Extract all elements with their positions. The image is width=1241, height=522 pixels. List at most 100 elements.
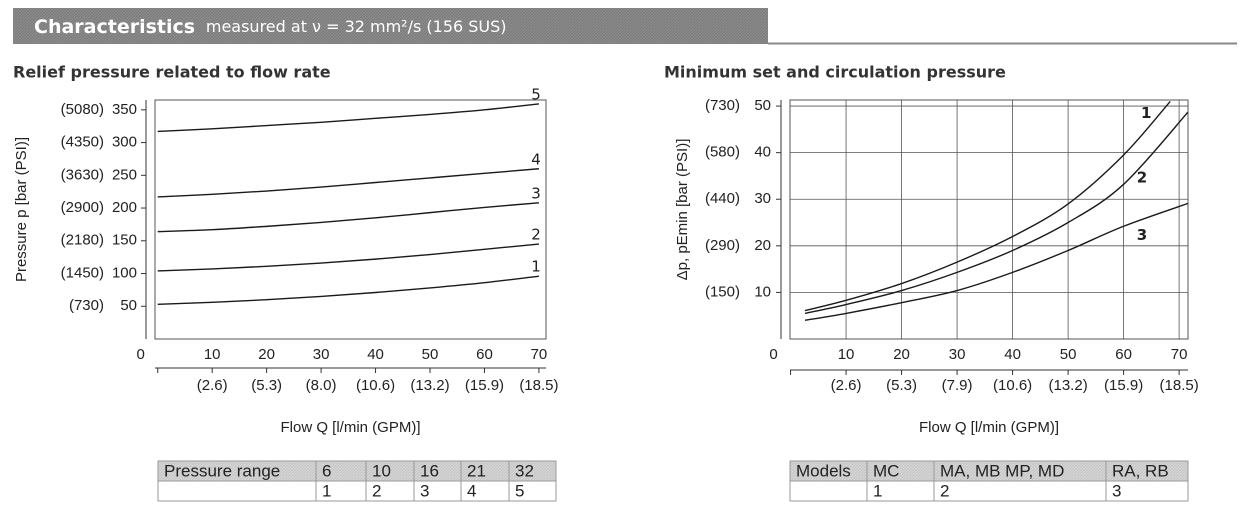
table-header-cell: Pressure range [164,461,280,480]
series-label: 1 [531,258,541,276]
x-tick-label: 40 [1004,346,1021,363]
y-secondary-label: (580) [705,144,740,161]
series-line [804,111,1188,315]
table-header-cell: 16 [420,461,439,480]
table-cell: 3 [1112,481,1121,500]
x-tick-label: 10 [204,346,221,363]
series-label: 2 [531,226,541,244]
x-secondary-label: (15.9) [465,377,504,394]
y-secondary-label: (5080) [61,101,104,118]
y-secondary-label: (730) [69,297,104,314]
y-tick-label: 100 [112,264,137,281]
x-axis-label: Flow Q [l/min (GPM)] [919,419,1059,436]
x-secondary-label: (18.5) [1160,377,1199,394]
table-header-bg [158,461,556,481]
y-tick-label: 250 [112,166,137,183]
x-secondary-label: (7.9) [942,377,973,394]
series-line [157,168,539,198]
x-tick-label: 0 [137,346,145,363]
x-tick-label: 60 [476,346,493,363]
series-label: 5 [531,85,541,103]
y-secondary-label: (4350) [61,134,104,151]
table-cell: 1 [873,481,882,500]
x-secondary-label: (2.6) [197,377,228,394]
table-header-cell: 10 [372,461,391,480]
series-label: 4 [531,150,541,168]
y-tick-label: 350 [112,101,137,118]
x-secondary-label: (15.9) [1104,377,1143,394]
table-cell: 5 [515,481,524,500]
x-secondary-label: (10.6) [356,377,395,394]
x-secondary-label: (18.5) [519,377,558,394]
series-line [157,202,539,233]
x-tick-label: 30 [949,346,966,363]
x-tick-label: 0 [769,346,777,363]
series-line [157,243,539,272]
y-tick-label: 40 [754,144,771,161]
table-header-cell: 32 [515,461,534,480]
x-tick-label: 10 [838,346,855,363]
y-tick-label: 10 [754,283,771,300]
x-secondary-label: (2.6) [831,377,862,394]
y-secondary-label: (2900) [61,199,104,216]
x-secondary-label: (8.0) [306,377,337,394]
table-header-cell: Models [796,461,851,480]
y-axis-label: Pressure p [bar (PSI)] [13,137,30,282]
header: Characteristics measured at ν = 32 mm²/s… [34,16,507,38]
plot-area [789,99,1189,340]
x-tick-label: 20 [893,346,910,363]
x-secondary-label: (5.3) [251,377,282,394]
series-label: 2 [1137,169,1147,187]
series-line [157,275,540,305]
y-tick-label: 20 [754,237,771,254]
series-label: 1 [1141,104,1151,122]
x-axis-label: Flow Q [l/min (GPM)] [280,419,420,436]
y-secondary-label: (440) [705,190,740,207]
header-title: Characteristics [34,16,195,38]
y-tick-label: 30 [754,190,771,207]
x-tick-label: 50 [1060,346,1077,363]
charts: Relief pressure related to flow rate Pres… [13,63,1199,436]
x-secondary-label: (13.2) [1049,377,1088,394]
header-bar [13,8,768,44]
y-tick-label: 50 [120,297,137,314]
x-tick-label: 30 [313,346,330,363]
y-secondary-label: (3630) [61,166,104,183]
series-line [804,100,1171,312]
table-header-cell: MC [873,461,899,480]
table-cell: 3 [420,481,429,500]
table-cell: 1 [322,481,331,500]
x-secondary-label: (5.3) [886,377,917,394]
y-secondary-label: (730) [705,97,740,114]
y-secondary-label: (290) [705,237,740,254]
x-tick-label: 40 [367,346,384,363]
x-secondary-label: (13.2) [410,377,449,394]
x-secondary-label: (10.6) [993,377,1032,394]
table-cell: 2 [940,481,949,500]
y-tick-label: 300 [112,134,137,151]
plot-area [154,99,547,340]
x-tick-label: 50 [422,346,439,363]
chart-title: Minimum set and circulation pressure [664,63,1006,82]
header-subtitle: measured at ν = 32 mm²/s (156 SUS) [206,17,507,36]
series-line [157,103,539,133]
table-header-cell: RA, RB [1112,461,1169,480]
table-header-cell: 21 [467,461,486,480]
table-cell: 2 [372,481,381,500]
x-tick-label: 20 [258,346,275,363]
y-secondary-label: (2180) [61,232,104,249]
y-secondary-label: (1450) [61,264,104,281]
table-header-cell: MA, MB MP, MD [940,461,1064,480]
y-tick-label: 50 [754,97,771,114]
series-label: 3 [531,184,541,202]
x-tick-label: 70 [531,346,548,363]
table-header-bg [790,461,1188,481]
series-label: 3 [1137,226,1147,244]
x-tick-label: 60 [1115,346,1132,363]
y-axis-label: Δp, pEmin [bar (PSI)] [674,139,691,281]
y-tick-label: 150 [112,232,137,249]
table-header-cell: 6 [322,461,331,480]
y-tick-label: 200 [112,199,137,216]
